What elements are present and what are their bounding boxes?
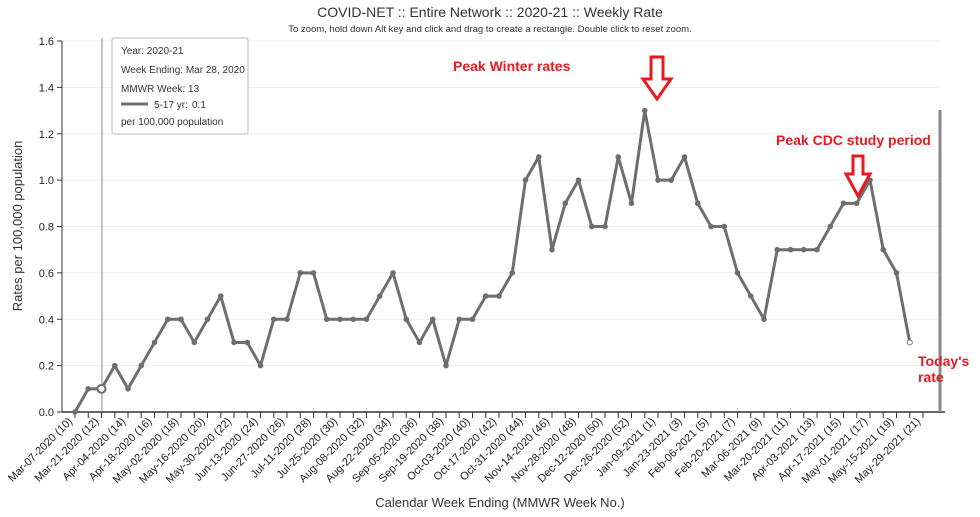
tooltip-week-ending: Week Ending: Mar 28, 2020 <box>121 65 245 76</box>
data-point[interactable] <box>390 270 396 276</box>
data-point[interactable] <box>575 177 582 183</box>
data-point[interactable] <box>217 293 224 299</box>
data-point[interactable] <box>562 200 569 207</box>
data-point[interactable] <box>376 293 383 299</box>
data-point[interactable] <box>602 223 608 230</box>
data-point[interactable] <box>615 154 622 160</box>
annotation-today-line1: Today's <box>918 353 970 369</box>
data-point[interactable] <box>284 316 290 323</box>
data-point[interactable] <box>138 362 145 369</box>
y-axis-ticks: 0.0 0.2 0.4 0.6 0.8 1.0 1.2 1.4 1.6 <box>39 36 62 419</box>
annotation-peak-cdc: Peak CDC study period <box>776 132 931 148</box>
data-point[interactable] <box>257 362 264 369</box>
data-point[interactable] <box>588 223 595 230</box>
data-point[interactable] <box>827 223 834 230</box>
tooltip-series-label: 5-17 yr: <box>154 100 188 111</box>
x-axis-ticks: Mar-07-2020 (10)Mar-21-2020 (12)Apr-04-2… <box>6 412 924 486</box>
data-point[interactable] <box>456 316 463 323</box>
y-tick-label: 0.8 <box>39 222 54 234</box>
data-point[interactable] <box>535 154 542 160</box>
data-point[interactable] <box>191 339 198 346</box>
data-point[interactable] <box>429 316 436 323</box>
data-point[interactable] <box>853 200 860 207</box>
data-point[interactable] <box>734 270 741 276</box>
y-tick-label: 0.6 <box>39 268 54 280</box>
data-point[interactable] <box>85 386 92 392</box>
data-point[interactable] <box>323 316 330 323</box>
data-point[interactable] <box>655 177 661 183</box>
data-point[interactable] <box>231 339 237 346</box>
data-point[interactable] <box>125 386 131 392</box>
y-tick-label: 1.2 <box>39 129 54 141</box>
data-point[interactable] <box>641 107 648 114</box>
data-point[interactable] <box>151 339 158 346</box>
data-point[interactable] <box>178 316 184 323</box>
data-points <box>72 107 913 415</box>
data-point[interactable] <box>708 223 714 230</box>
data-point[interactable] <box>628 200 635 207</box>
data-point[interactable] <box>549 246 555 253</box>
arrow-down-icon <box>843 154 873 200</box>
data-point[interactable] <box>893 270 900 276</box>
data-point[interactable] <box>747 293 754 299</box>
data-point[interactable] <box>522 177 529 183</box>
chart-title: COVID-NET :: Entire Network :: 2020-21 :… <box>317 4 663 20</box>
data-point[interactable] <box>164 316 171 323</box>
y-tick-label: 1.6 <box>39 36 54 48</box>
x-axis-label: Calendar Week Ending (MMWR Week No.) <box>375 495 625 510</box>
data-point[interactable] <box>840 200 847 207</box>
data-point[interactable] <box>906 339 913 346</box>
data-point[interactable] <box>814 246 820 253</box>
data-point[interactable] <box>681 154 688 160</box>
y-tick-label: 0.4 <box>39 314 54 326</box>
data-point[interactable] <box>310 270 317 276</box>
data-point[interactable] <box>800 246 807 253</box>
data-point[interactable] <box>72 409 78 415</box>
data-point[interactable] <box>496 293 502 299</box>
arrow-down-icon <box>640 55 674 102</box>
data-point[interactable] <box>337 316 343 323</box>
y-tick-label: 1.4 <box>39 82 54 94</box>
data-point[interactable] <box>482 293 489 299</box>
y-tick-label: 1.0 <box>39 175 54 187</box>
series-line <box>73 109 912 413</box>
data-point[interactable] <box>363 316 370 323</box>
data-point[interactable] <box>694 200 701 207</box>
data-point[interactable] <box>270 316 277 323</box>
y-axis-label: Rates per 100,000 population <box>10 141 25 312</box>
data-point[interactable] <box>761 316 767 323</box>
data-point[interactable] <box>297 270 304 276</box>
tooltip-unit: per 100,000 population <box>121 117 223 128</box>
tooltip-mmwr-week: MMWR Week: 13 <box>121 84 200 95</box>
y-tick-label: 0.0 <box>39 407 54 419</box>
data-point[interactable] <box>509 270 516 276</box>
data-point[interactable] <box>244 339 251 346</box>
data-point[interactable] <box>880 246 887 253</box>
data-point[interactable] <box>443 362 449 369</box>
annotation-peak-winter: Peak Winter rates <box>453 58 571 74</box>
data-point[interactable] <box>668 177 675 183</box>
data-point[interactable] <box>787 246 794 253</box>
data-point[interactable] <box>469 316 476 323</box>
data-point[interactable] <box>96 383 107 394</box>
tooltip-value: 0.1 <box>192 100 206 111</box>
data-point[interactable] <box>416 339 423 346</box>
annotation-today-line2: rate <box>918 369 944 385</box>
tooltip: Year: 2020-21 Week Ending: Mar 28, 2020 … <box>111 37 249 135</box>
data-point[interactable] <box>721 223 728 230</box>
data-point[interactable] <box>350 316 357 323</box>
data-point[interactable] <box>403 316 410 323</box>
data-point[interactable] <box>111 362 118 369</box>
data-point[interactable] <box>204 316 211 323</box>
chart-subtitle: To zoom, hold down Alt key and click and… <box>288 24 691 35</box>
tooltip-year: Year: 2020-21 <box>121 46 184 57</box>
y-tick-label: 0.2 <box>39 361 54 373</box>
data-point[interactable] <box>774 246 781 253</box>
